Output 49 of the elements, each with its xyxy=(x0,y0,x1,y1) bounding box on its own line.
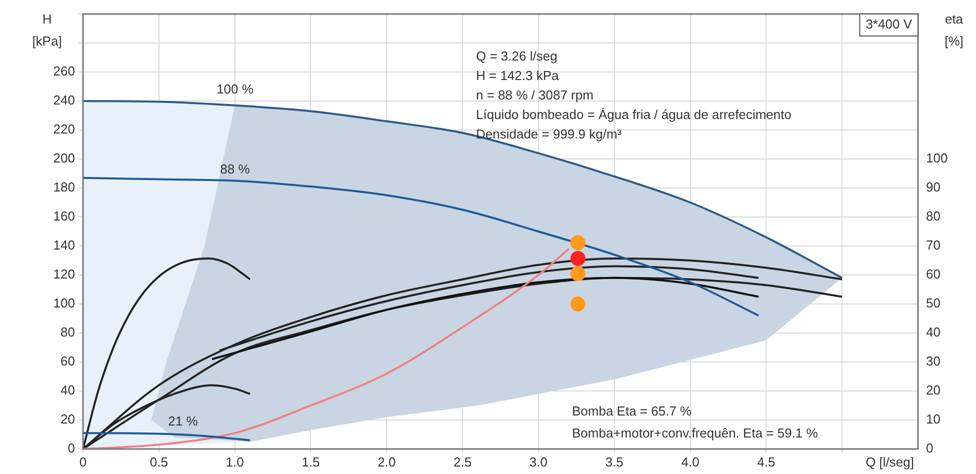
annotation: Densidade = 999.9 kg/m³ xyxy=(476,126,622,142)
y2-tick-label: 30 xyxy=(926,354,940,369)
y-tick-label: 60 xyxy=(60,354,75,369)
annotation: 21 % xyxy=(168,414,198,429)
y-tick-label: 0 xyxy=(68,440,75,456)
x-tick-label: 3.5 xyxy=(605,454,624,470)
y2-tick-label: 100 xyxy=(926,150,948,166)
y-tick-label: 20 xyxy=(60,412,75,427)
y-tick-label: 40 xyxy=(60,382,75,398)
x-tick-label: 2.5 xyxy=(454,454,472,470)
y2-tick-label: 90 xyxy=(926,180,940,195)
y2-tick-label: 60 xyxy=(926,266,940,282)
x-tick-label: 4.0 xyxy=(681,454,700,470)
x-tick-label: 3.0 xyxy=(529,454,548,470)
y-tick-label: 180 xyxy=(53,180,75,195)
annotation: 88 % xyxy=(220,161,250,176)
y2-tick-label: 10 xyxy=(926,412,940,427)
y-tick-label: 260 xyxy=(53,64,75,79)
y2-tick-label: 50 xyxy=(926,296,940,311)
annotation: H = 142.3 kPa xyxy=(476,68,560,84)
y-axis-title: H [kPa] xyxy=(32,12,62,49)
y2-tick-label: 40 xyxy=(926,324,940,340)
x-tick-label: 2.0 xyxy=(378,454,396,470)
annotation: Q = 3.26 l/seg xyxy=(476,48,558,64)
y2-tick-label: 0 xyxy=(926,440,934,456)
x-axis-title: Q [l/seg] xyxy=(866,454,914,470)
annotation: Líquido bombeado = Água fria / água de arrefecimento xyxy=(476,107,792,122)
annotation: n = 88 % / 3087 rpm xyxy=(476,88,594,103)
x-tick-label: 4.5 xyxy=(757,454,776,470)
annotation: Bomba+motor+conv.frequên. Eta = 59.1 % xyxy=(572,426,818,441)
y-tick-label: 160 xyxy=(53,208,75,224)
x-tick-label: 1.0 xyxy=(226,454,244,470)
annotation: Bomba Eta = 65.7 % xyxy=(572,404,692,419)
y-tick-label: 140 xyxy=(53,238,75,253)
x-tick-label: 1.5 xyxy=(302,454,320,470)
y-tick-label: 100 xyxy=(53,296,75,311)
y-tick-label: 120 xyxy=(53,266,75,282)
y-tick-label: 200 xyxy=(53,150,75,166)
x-tick-label: 0 xyxy=(79,454,87,470)
annotation: 3*400 V xyxy=(866,16,912,32)
y2-tick-label: 20 xyxy=(926,382,940,398)
y-tick-label: 80 xyxy=(60,324,75,340)
y2-axis-title: eta [%] xyxy=(944,12,964,49)
y-tick-label: 240 xyxy=(53,92,75,108)
x-tick-label: 0.5 xyxy=(150,454,168,470)
annotation: 100 % xyxy=(216,82,254,96)
y2-tick-label: 80 xyxy=(926,208,940,224)
y2-tick-label: 70 xyxy=(926,238,940,253)
y-tick-label: 220 xyxy=(53,122,75,137)
